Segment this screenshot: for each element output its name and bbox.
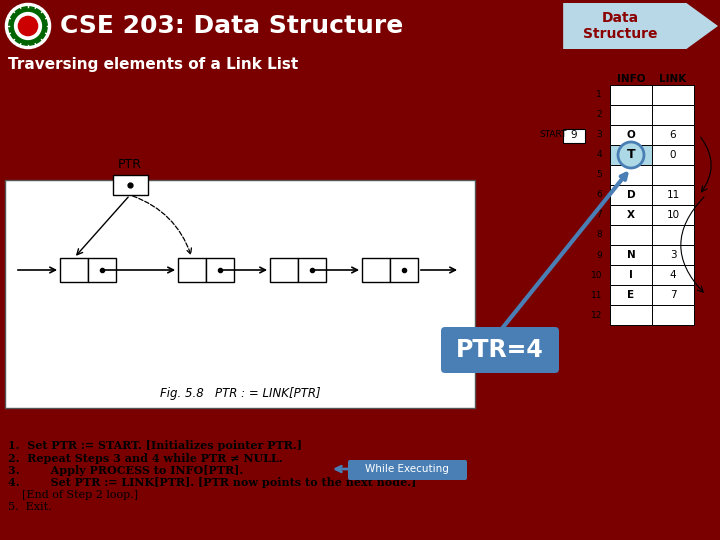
Text: 11: 11 xyxy=(667,190,680,200)
FancyBboxPatch shape xyxy=(563,129,585,143)
FancyBboxPatch shape xyxy=(610,145,652,165)
Text: 1.  Set PTR := START. [Initializes pointer PTR.]: 1. Set PTR := START. [Initializes pointe… xyxy=(8,440,302,451)
Text: 5: 5 xyxy=(596,171,602,179)
Text: START: START xyxy=(539,131,567,139)
Text: PTR=4: PTR=4 xyxy=(456,338,544,362)
Text: E: E xyxy=(627,290,634,300)
Text: PTR: PTR xyxy=(118,158,142,171)
FancyBboxPatch shape xyxy=(652,125,694,145)
Text: 8: 8 xyxy=(596,231,602,240)
FancyBboxPatch shape xyxy=(362,258,390,282)
FancyBboxPatch shape xyxy=(652,145,694,165)
Text: N: N xyxy=(626,250,635,260)
Text: 3: 3 xyxy=(670,250,676,260)
FancyBboxPatch shape xyxy=(610,245,652,265)
FancyBboxPatch shape xyxy=(652,185,694,205)
FancyBboxPatch shape xyxy=(348,460,467,480)
Text: CSE 203: Data Structure: CSE 203: Data Structure xyxy=(60,14,403,38)
Text: T: T xyxy=(627,150,634,160)
Text: X: X xyxy=(627,210,635,220)
Text: Traversing elements of a Link List: Traversing elements of a Link List xyxy=(8,57,298,72)
Text: 1: 1 xyxy=(596,91,602,99)
FancyBboxPatch shape xyxy=(652,105,694,125)
Circle shape xyxy=(6,3,50,49)
Text: INFO: INFO xyxy=(617,74,645,84)
FancyBboxPatch shape xyxy=(610,185,652,205)
Text: 10: 10 xyxy=(590,271,602,280)
FancyBboxPatch shape xyxy=(610,85,652,105)
Circle shape xyxy=(19,16,37,36)
Text: O: O xyxy=(626,130,635,140)
Text: 10: 10 xyxy=(667,210,680,220)
Text: 11: 11 xyxy=(590,291,602,300)
Circle shape xyxy=(14,12,42,39)
Polygon shape xyxy=(563,3,718,49)
Text: 2: 2 xyxy=(596,111,602,119)
FancyBboxPatch shape xyxy=(298,258,326,282)
FancyBboxPatch shape xyxy=(610,285,652,305)
Text: 4: 4 xyxy=(670,270,676,280)
Text: While Executing: While Executing xyxy=(365,464,449,474)
Text: LINK: LINK xyxy=(660,74,687,84)
Circle shape xyxy=(9,7,48,45)
FancyBboxPatch shape xyxy=(441,327,559,373)
FancyBboxPatch shape xyxy=(652,165,694,185)
FancyBboxPatch shape xyxy=(610,165,652,185)
Text: I: I xyxy=(629,270,633,280)
FancyBboxPatch shape xyxy=(652,205,694,225)
Text: 4.        Set PTR := LINK[PTR]. [PTR now points to the next node.]: 4. Set PTR := LINK[PTR]. [PTR now points… xyxy=(8,477,416,489)
FancyBboxPatch shape xyxy=(206,258,234,282)
FancyBboxPatch shape xyxy=(270,258,298,282)
Text: 3: 3 xyxy=(596,131,602,139)
FancyBboxPatch shape xyxy=(610,225,652,245)
FancyBboxPatch shape xyxy=(113,175,148,195)
Circle shape xyxy=(618,142,644,168)
Text: 2.  Repeat Steps 3 and 4 while PTR ≠ NULL.: 2. Repeat Steps 3 and 4 while PTR ≠ NULL… xyxy=(8,453,283,463)
FancyBboxPatch shape xyxy=(610,205,652,225)
Text: Fig. 5.8   PTR : = LINK[PTR]: Fig. 5.8 PTR : = LINK[PTR] xyxy=(160,387,320,400)
Text: 3.        Apply PROCESS to INFO[PTR].: 3. Apply PROCESS to INFO[PTR]. xyxy=(8,465,243,476)
Text: 6: 6 xyxy=(596,191,602,199)
FancyBboxPatch shape xyxy=(610,305,652,325)
FancyBboxPatch shape xyxy=(652,265,694,285)
FancyBboxPatch shape xyxy=(60,258,88,282)
FancyBboxPatch shape xyxy=(610,125,652,145)
Text: T: T xyxy=(626,148,635,161)
Text: 0: 0 xyxy=(670,150,676,160)
FancyBboxPatch shape xyxy=(178,258,206,282)
FancyBboxPatch shape xyxy=(652,285,694,305)
Text: 12: 12 xyxy=(590,310,602,320)
Text: [End of Step 2 loop.]: [End of Step 2 loop.] xyxy=(8,490,138,500)
FancyBboxPatch shape xyxy=(610,265,652,285)
FancyBboxPatch shape xyxy=(652,245,694,265)
Text: 9: 9 xyxy=(571,130,577,140)
Text: 7: 7 xyxy=(596,211,602,219)
FancyBboxPatch shape xyxy=(652,305,694,325)
FancyBboxPatch shape xyxy=(652,85,694,105)
Text: 9: 9 xyxy=(596,251,602,260)
Text: 5.  Exit.: 5. Exit. xyxy=(8,503,52,512)
FancyBboxPatch shape xyxy=(652,225,694,245)
FancyBboxPatch shape xyxy=(610,105,652,125)
FancyBboxPatch shape xyxy=(5,180,475,408)
Text: 6: 6 xyxy=(670,130,676,140)
FancyBboxPatch shape xyxy=(88,258,116,282)
Text: D: D xyxy=(626,190,635,200)
Text: Data
Structure: Data Structure xyxy=(582,11,657,41)
Text: 7: 7 xyxy=(670,290,676,300)
FancyBboxPatch shape xyxy=(390,258,418,282)
Text: 4: 4 xyxy=(596,151,602,159)
